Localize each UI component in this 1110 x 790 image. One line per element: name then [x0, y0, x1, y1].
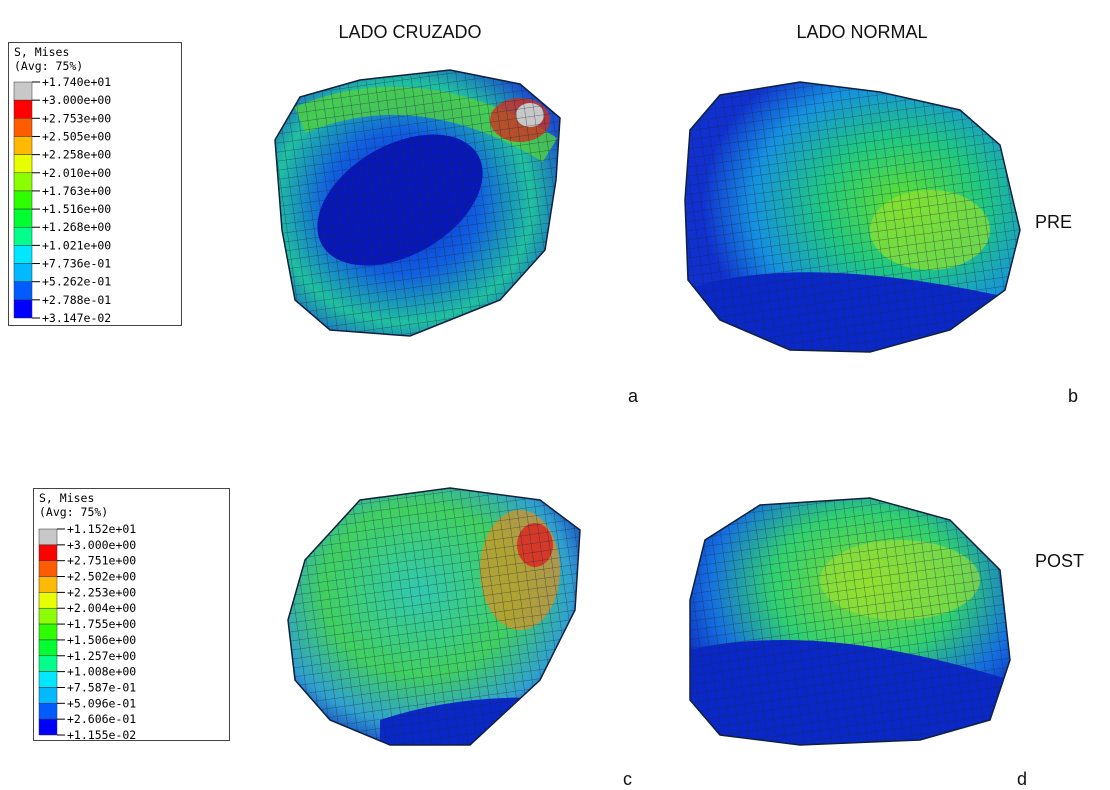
legend-swatch [39, 561, 57, 577]
mesh-model [680, 75, 1030, 365]
legend-label: +7.736e-01 [42, 257, 111, 271]
legend-label: +3.147e-02 [42, 311, 111, 325]
legend-swatch [39, 656, 57, 672]
legend-swatch [39, 592, 57, 608]
legend-swatch [39, 545, 57, 561]
legend-swatch [14, 173, 32, 191]
legend-swatch [14, 100, 32, 118]
legend-label: +1.740e+01 [42, 75, 111, 89]
legend-label: +2.253e+00 [67, 585, 136, 599]
legend-swatch [39, 703, 57, 719]
legend-swatch [14, 136, 32, 154]
panel-label: b [1068, 386, 1078, 406]
legend-swatch [39, 687, 57, 703]
row-label: PRE [1035, 212, 1072, 232]
legend-label: +2.010e+00 [42, 166, 111, 180]
legend-label: +2.004e+00 [67, 601, 136, 615]
legend-swatch [14, 227, 32, 245]
legend-swatch [14, 118, 32, 136]
legend-swatch [14, 264, 32, 282]
mesh-model [680, 490, 1020, 755]
legend-label: +5.262e-01 [42, 275, 111, 289]
mesh-model [270, 60, 570, 350]
legend-swatch [39, 608, 57, 624]
figure: LADO CRUZADO LADO NORMAL PRE POST a b c … [0, 0, 1110, 790]
legend-label: +2.788e-01 [42, 293, 111, 307]
legend-label: +1.763e+00 [42, 184, 111, 198]
legend-swatch [14, 245, 32, 263]
legend-label: +1.516e+00 [42, 202, 111, 216]
legend-subtitle: (Avg: 75%) [39, 505, 108, 519]
legend-label: +3.000e+00 [67, 538, 136, 552]
legend-label: +1.506e+00 [67, 633, 136, 647]
mesh-model [280, 480, 590, 755]
legend-label: +2.502e+00 [67, 570, 136, 584]
legend-swatch [39, 577, 57, 593]
legend-label: +1.021e+00 [42, 238, 111, 252]
legend-label: +2.751e+00 [67, 554, 136, 568]
row-label: POST [1035, 551, 1084, 571]
legend-label: +1.257e+00 [67, 649, 136, 663]
legend-title: S, Mises [14, 45, 69, 59]
panel-label: c [623, 769, 632, 789]
legend-label: +1.155e-02 [67, 728, 136, 742]
legend-label: +2.258e+00 [42, 148, 111, 162]
legend-swatch [14, 155, 32, 173]
legend-swatch [39, 529, 57, 545]
legend-title: S, Mises [39, 491, 94, 505]
legend-swatch [14, 82, 32, 100]
legend-swatch [14, 282, 32, 300]
legend-swatch [14, 209, 32, 227]
legend-swatch [14, 300, 32, 318]
column-header: LADO CRUZADO [338, 22, 481, 42]
legend-swatch [39, 719, 57, 735]
legend-label: +2.505e+00 [42, 129, 111, 143]
panel-label: d [1017, 769, 1027, 789]
legend-swatch [39, 624, 57, 640]
legend-label: +1.152e+01 [67, 522, 136, 536]
panel-label: a [628, 386, 639, 406]
legend-label: +5.096e-01 [67, 696, 136, 710]
column-header: LADO NORMAL [796, 22, 927, 42]
legend-label: +2.606e-01 [67, 712, 136, 726]
legend-swatch [39, 672, 57, 688]
legend-label: +1.755e+00 [67, 617, 136, 631]
legend-label: +3.000e+00 [42, 93, 111, 107]
legend-swatch [39, 640, 57, 656]
legend-swatch [14, 191, 32, 209]
legend-label: +2.753e+00 [42, 111, 111, 125]
legend-label: +1.008e+00 [67, 665, 136, 679]
legend-label: +7.587e-01 [67, 680, 136, 694]
legend-label: +1.268e+00 [42, 220, 111, 234]
legend-subtitle: (Avg: 75%) [14, 59, 83, 73]
